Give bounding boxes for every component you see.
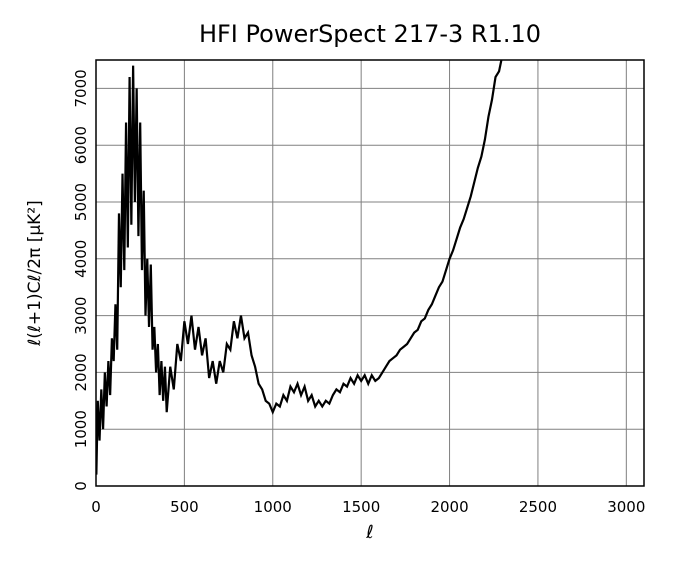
x-tick-label: 1500 [342,498,380,516]
y-tick-label: 4000 [72,240,90,278]
x-tick-label: 3000 [607,498,645,516]
x-tick-label: 1000 [254,498,292,516]
y-tick-label: 7000 [72,69,90,107]
y-tick-label: 5000 [72,183,90,221]
y-tick-label: 1000 [72,410,90,448]
x-axis-label: ℓ [365,522,373,543]
x-tick-label: 0 [91,498,101,516]
y-tick-label: 0 [72,481,90,491]
plot-frame [95,59,645,487]
y-tick-label: 6000 [72,126,90,164]
x-tick-label: 500 [170,498,199,516]
y-tick-label: 3000 [72,297,90,335]
y-tick-label: 2000 [72,353,90,391]
y-axis-label: ℓ(ℓ+1)Cℓ/2π [μK²] [25,200,45,347]
data-line [96,60,503,475]
chart-title: HFI PowerSpect 217-3 R1.10 [199,20,541,48]
x-tick-label: 2500 [519,498,557,516]
x-tick-label: 2000 [430,498,468,516]
